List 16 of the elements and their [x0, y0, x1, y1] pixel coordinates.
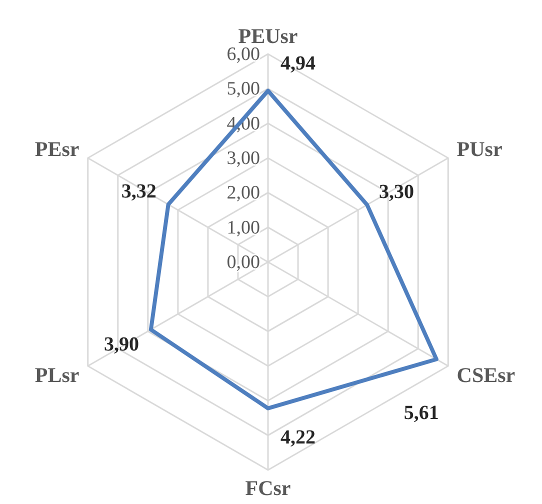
data-label: 3,32	[121, 180, 156, 202]
data-label: 3,30	[379, 180, 414, 203]
y-tick-label: 3,00	[226, 148, 260, 169]
data-label: 4,22	[280, 426, 316, 448]
y-tick-label: 2,00	[226, 182, 260, 204]
spoke-label: PUsr	[456, 137, 502, 161]
spoke-label: CSEsr	[456, 363, 516, 387]
data-label: 4,94	[280, 52, 316, 75]
y-tick-label: 1,00	[226, 217, 260, 238]
y-tick-label: 0,00	[226, 252, 260, 273]
spoke-label: FCsr	[245, 476, 291, 500]
data-label: 3,90	[104, 334, 139, 356]
y-tick-label: 5,00	[226, 78, 260, 100]
data-label: 5,61	[404, 402, 439, 424]
spoke-label: PEsr	[34, 137, 80, 161]
spoke-label: PLsr	[34, 363, 80, 387]
